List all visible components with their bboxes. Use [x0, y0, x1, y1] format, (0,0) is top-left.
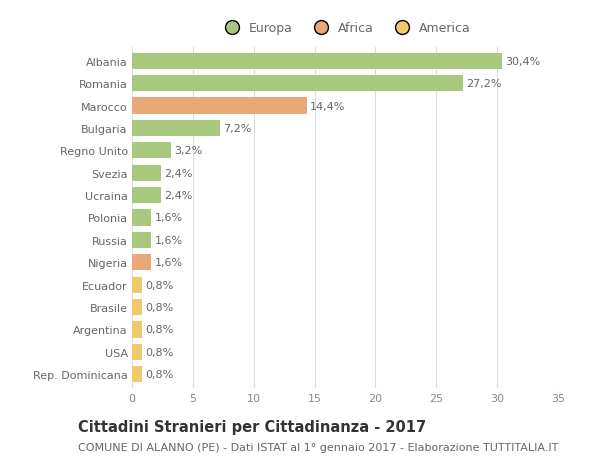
Text: 1,6%: 1,6%: [155, 257, 182, 268]
Bar: [132, 366, 142, 382]
Bar: [132, 277, 142, 293]
Text: 14,4%: 14,4%: [310, 101, 346, 111]
Text: 30,4%: 30,4%: [505, 56, 541, 67]
Text: 0,8%: 0,8%: [145, 302, 173, 313]
Text: COMUNE DI ALANNO (PE) - Dati ISTAT al 1° gennaio 2017 - Elaborazione TUTTITALIA.: COMUNE DI ALANNO (PE) - Dati ISTAT al 1°…: [78, 442, 559, 452]
Text: 2,4%: 2,4%: [164, 168, 193, 179]
Text: Cittadini Stranieri per Cittadinanza - 2017: Cittadini Stranieri per Cittadinanza - 2…: [78, 419, 426, 434]
Bar: [132, 344, 142, 360]
Bar: [132, 210, 151, 226]
Bar: [132, 76, 463, 92]
Text: 0,8%: 0,8%: [145, 369, 173, 380]
Text: 1,6%: 1,6%: [155, 235, 182, 246]
Bar: [132, 299, 142, 315]
Text: 0,8%: 0,8%: [145, 347, 173, 357]
Bar: [132, 165, 161, 181]
Legend: Europa, Africa, America: Europa, Africa, America: [214, 17, 476, 40]
Bar: [132, 121, 220, 137]
Text: 7,2%: 7,2%: [223, 123, 251, 134]
Text: 3,2%: 3,2%: [174, 146, 202, 156]
Bar: [132, 255, 151, 271]
Bar: [132, 322, 142, 338]
Bar: [132, 98, 307, 114]
Text: 0,8%: 0,8%: [145, 280, 173, 290]
Text: 0,8%: 0,8%: [145, 325, 173, 335]
Text: 27,2%: 27,2%: [466, 79, 502, 89]
Text: 1,6%: 1,6%: [155, 213, 182, 223]
Bar: [132, 232, 151, 248]
Text: 2,4%: 2,4%: [164, 190, 193, 201]
Bar: [132, 188, 161, 204]
Bar: [132, 143, 171, 159]
Bar: [132, 54, 502, 70]
